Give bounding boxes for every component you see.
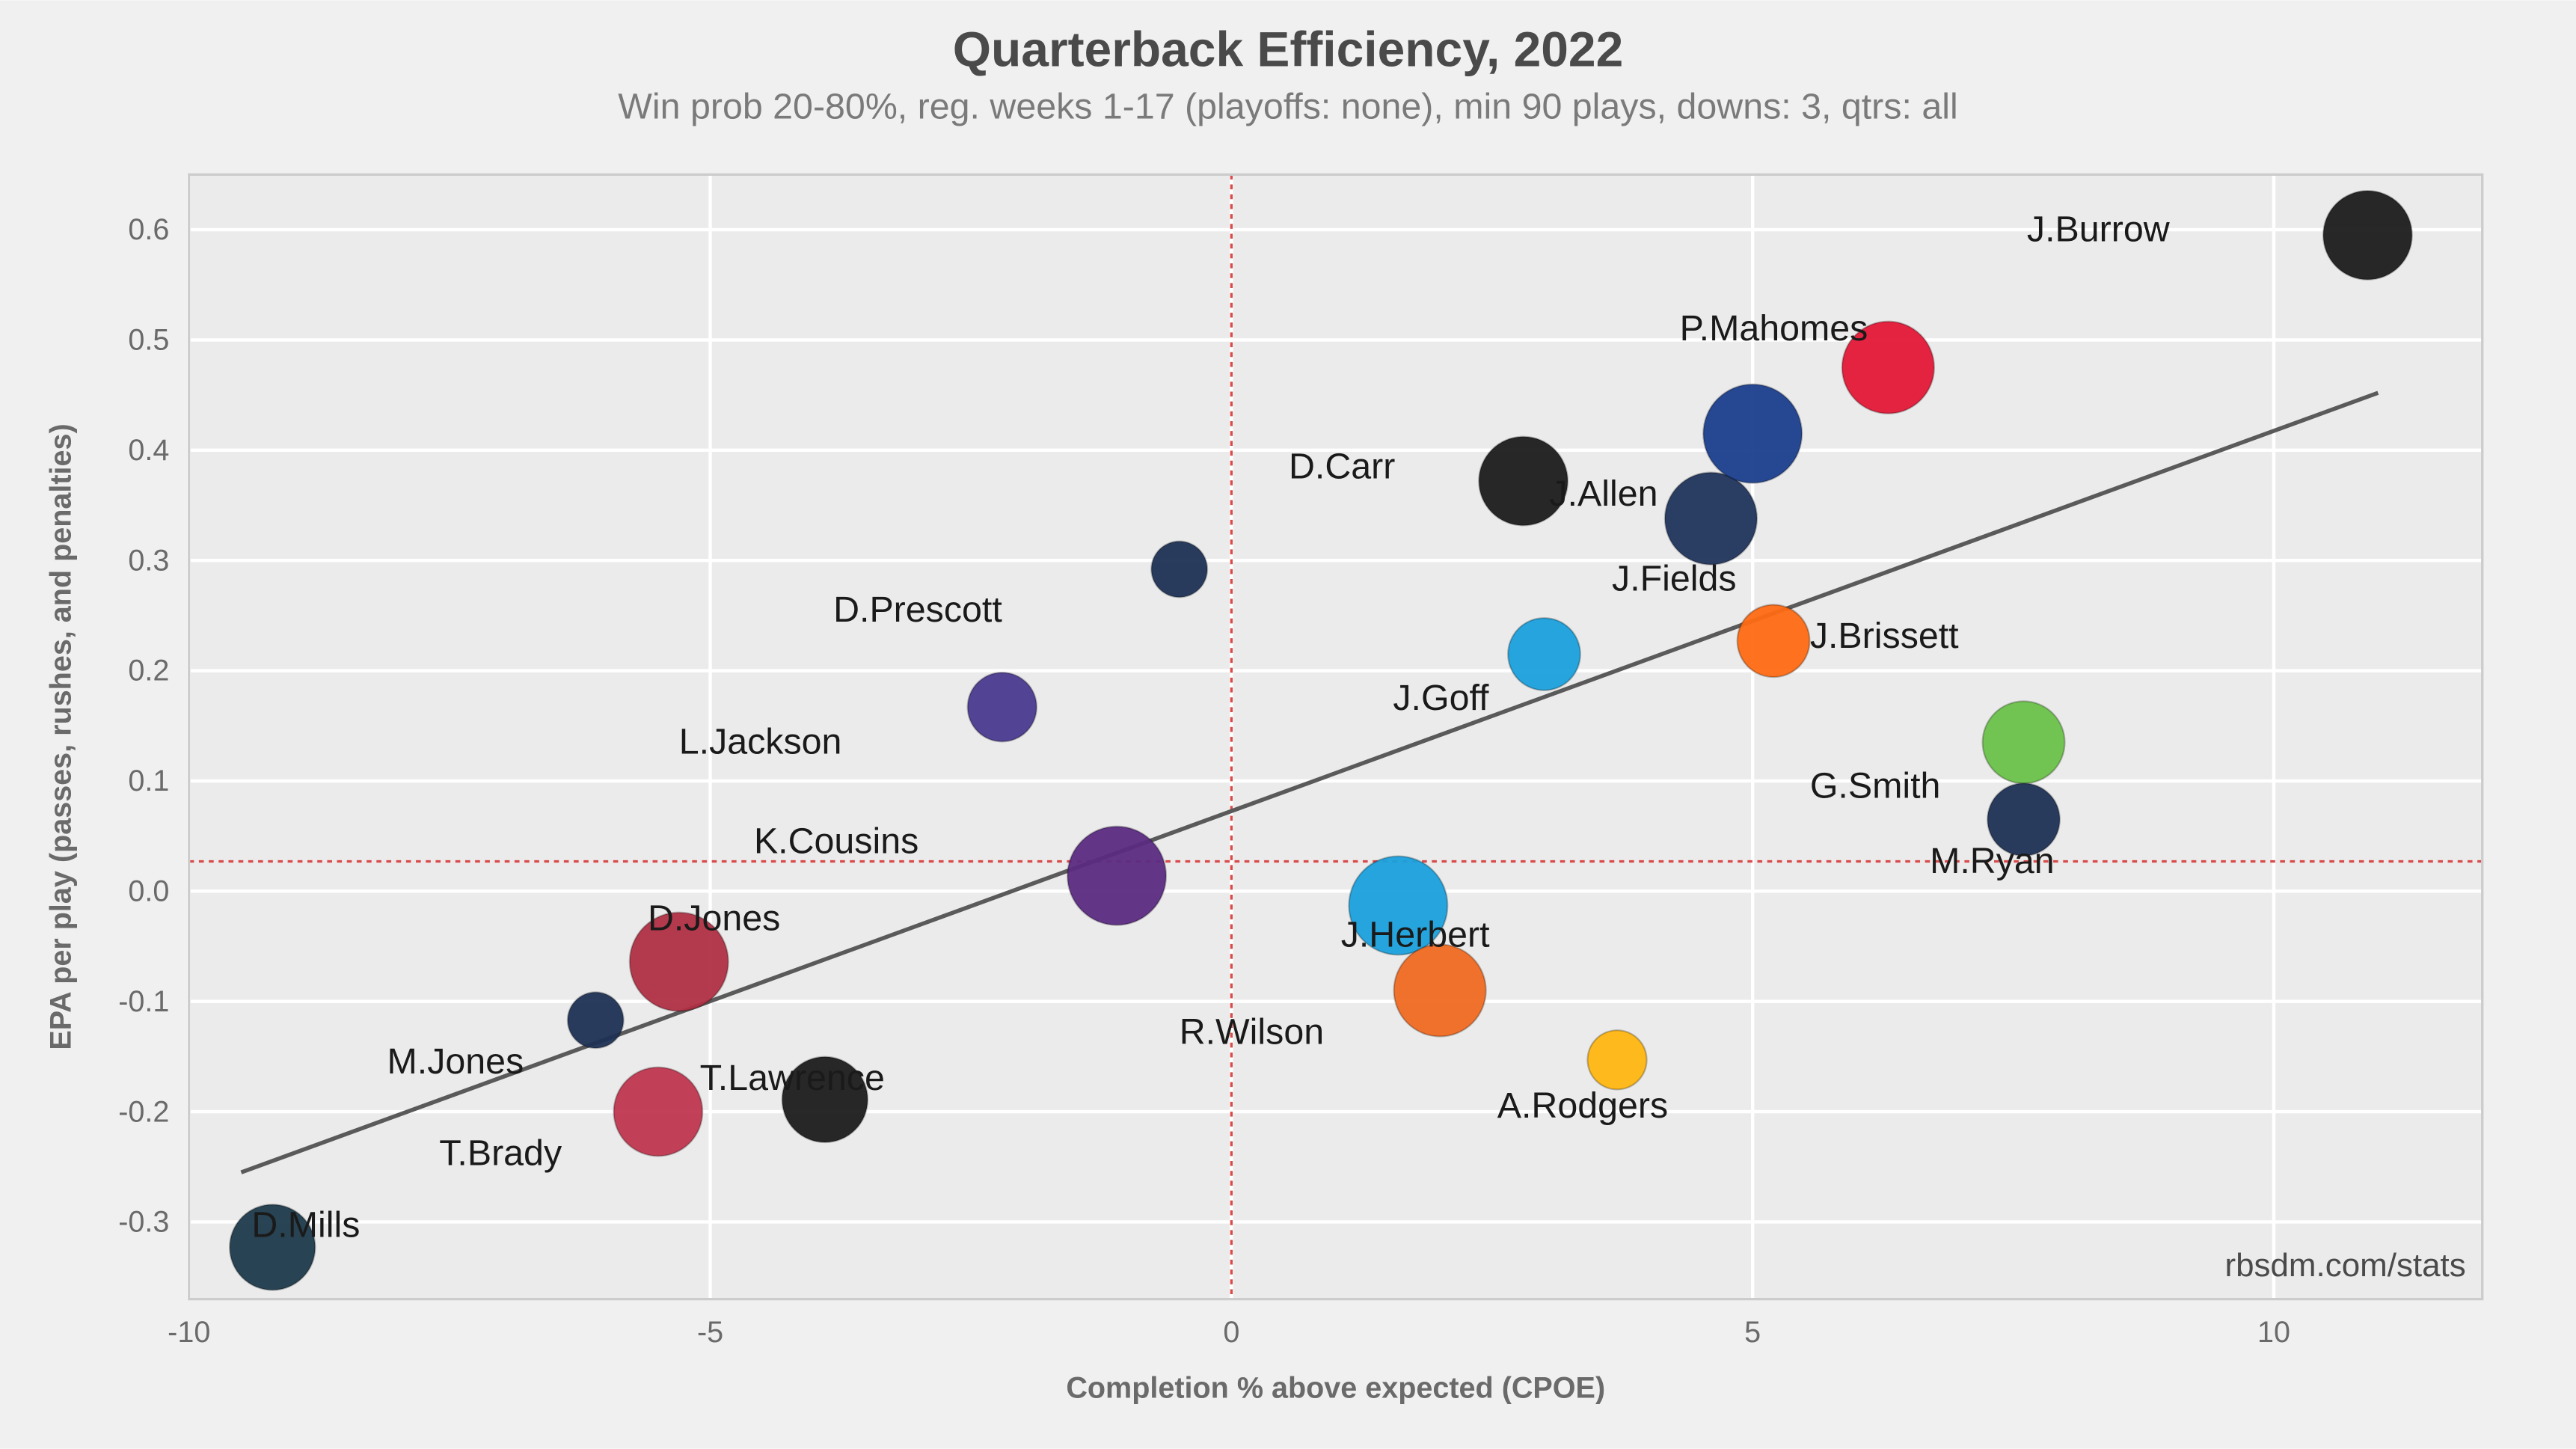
data-point: [1738, 604, 1810, 677]
data-point-label: R.Wilson: [1180, 1011, 1324, 1052]
y-tick-label: 0.2: [128, 655, 169, 687]
y-tick-label: -0.2: [118, 1095, 169, 1128]
y-tick-label: 0.6: [128, 213, 169, 246]
data-point-label: G.Smith: [1810, 766, 1941, 806]
data-point: [1703, 385, 1802, 483]
data-point-label: J.Fields: [1612, 559, 1737, 599]
x-tick-label: -10: [168, 1316, 210, 1349]
y-tick-label: 0.5: [128, 324, 169, 357]
data-point-label: J.Goff: [1393, 678, 1489, 718]
data-point-label: T.Lawrence: [700, 1058, 885, 1098]
y-tick-label: -0.3: [118, 1206, 169, 1239]
x-tick-label: 0: [1223, 1316, 1239, 1349]
data-point-label: J.Burrow: [2027, 209, 2171, 249]
data-point-label: M.Ryan: [1930, 841, 2055, 881]
data-point: [1067, 827, 1166, 925]
data-point: [568, 992, 624, 1048]
data-point-label: P.Mahomes: [1680, 308, 1868, 349]
data-point-label: J.Herbert: [1341, 915, 1490, 955]
scatter-chart: Quarterback Efficiency, 2022 Win prob 20-…: [0, 0, 2576, 1449]
y-tick-label: 0.4: [128, 434, 169, 467]
x-tick-label: 5: [1744, 1316, 1761, 1349]
x-tick-label: -5: [697, 1316, 723, 1349]
data-point-label: J.Brissett: [1810, 616, 1959, 656]
data-point-label: J.Allen: [1549, 474, 1657, 514]
data-point: [2323, 191, 2412, 280]
data-point-label: D.Prescott: [833, 589, 1002, 630]
data-point: [968, 673, 1037, 741]
y-axis-label: EPA per play (passes, rushes, and penalt…: [45, 423, 78, 1050]
data-point-label: A.Rodgers: [1497, 1085, 1668, 1126]
x-tick-label: 10: [2257, 1316, 2290, 1349]
y-tick-label: -0.1: [118, 985, 169, 1018]
data-point-label: D.Carr: [1289, 446, 1395, 486]
data-point-label: D.Mills: [251, 1204, 360, 1245]
chart-container: Quarterback Efficiency, 2022 Win prob 20-…: [0, 0, 2576, 1449]
data-point: [1587, 1030, 1646, 1089]
data-point-label: K.Cousins: [754, 821, 919, 861]
data-point-label: D.Jones: [648, 898, 780, 939]
data-point-label: L.Jackson: [679, 722, 842, 762]
chart-subtitle: Win prob 20-80%, reg. weeks 1-17 (playof…: [618, 87, 1957, 127]
data-point-label: T.Brady: [439, 1133, 562, 1173]
y-tick-label: 0.3: [128, 544, 169, 577]
x-axis-label: Completion % above expected (CPOE): [1066, 1372, 1605, 1405]
data-point: [1151, 542, 1207, 598]
data-point: [1665, 473, 1757, 565]
plot-panel: [189, 174, 2483, 1299]
data-point: [1508, 618, 1580, 690]
data-point: [1394, 944, 1486, 1036]
data-point: [1983, 701, 2065, 783]
data-point-label: M.Jones: [387, 1041, 524, 1082]
attribution: rbsdm.com/stats: [2224, 1247, 2465, 1284]
y-tick-label: 0.1: [128, 765, 169, 797]
y-tick-label: 0.0: [128, 875, 169, 908]
chart-title: Quarterback Efficiency, 2022: [953, 21, 1624, 76]
data-point: [614, 1067, 703, 1157]
